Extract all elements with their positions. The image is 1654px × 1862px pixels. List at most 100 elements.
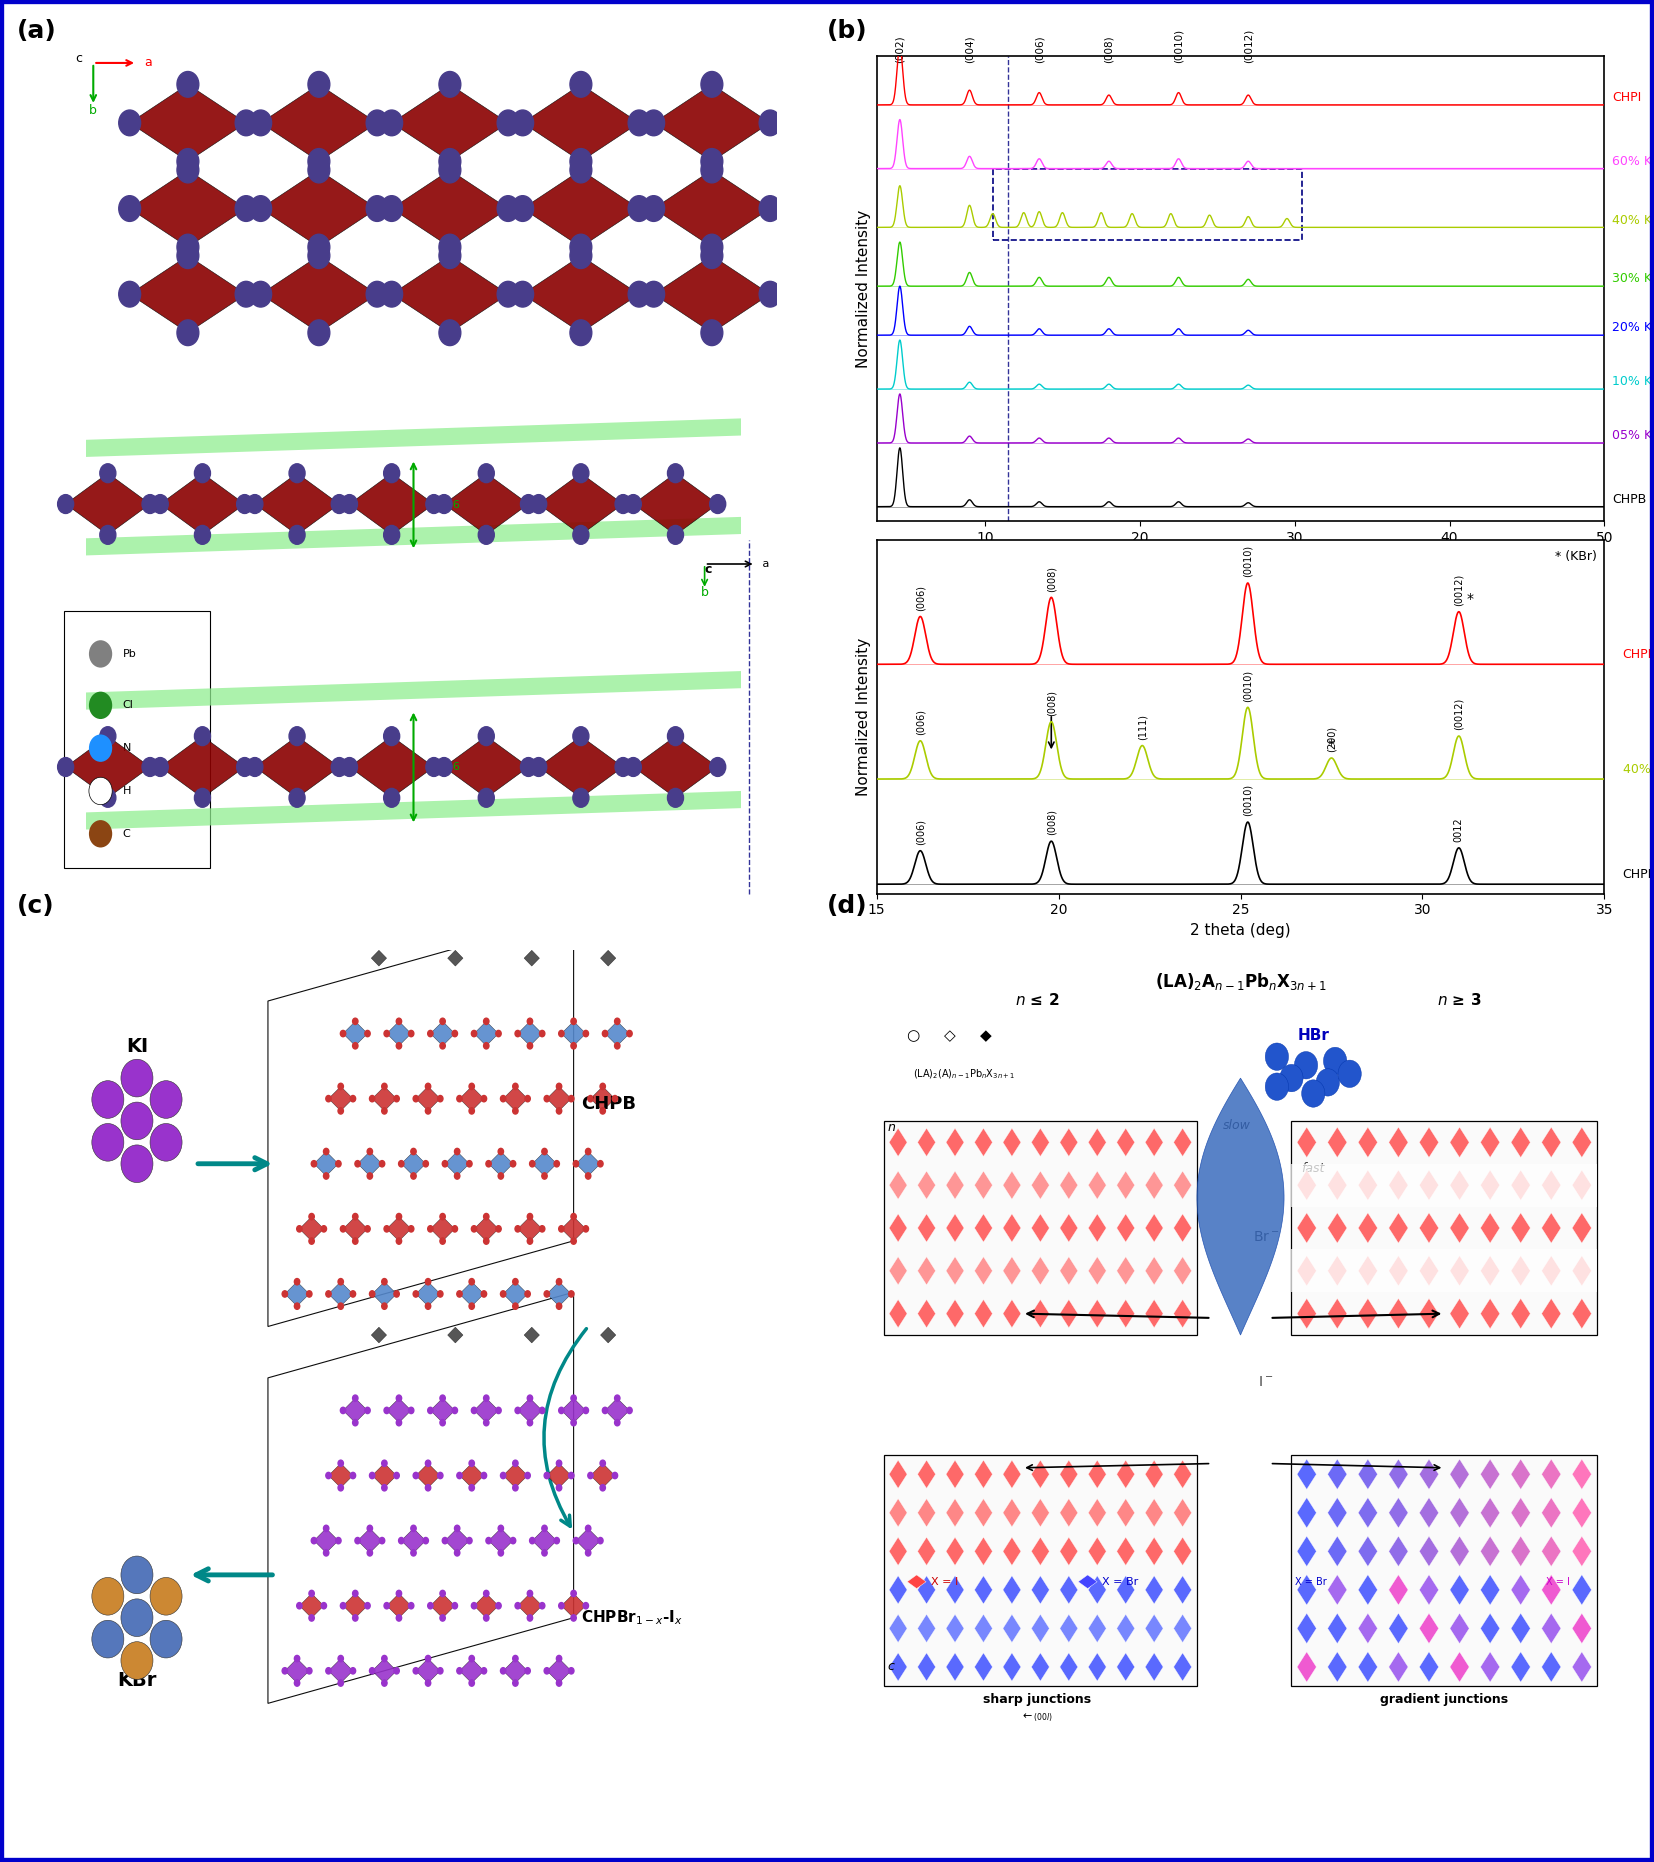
Polygon shape [539,473,624,534]
Circle shape [498,1149,503,1154]
Polygon shape [503,1281,528,1305]
Circle shape [237,495,253,514]
Circle shape [528,1419,533,1426]
Polygon shape [1060,1575,1078,1603]
Circle shape [336,1538,341,1544]
Circle shape [498,1549,503,1557]
Circle shape [177,235,198,261]
Circle shape [294,1303,299,1309]
Text: (008): (008) [1047,691,1057,715]
Polygon shape [129,169,246,248]
Circle shape [701,156,723,182]
Circle shape [544,1473,549,1478]
Circle shape [470,1655,475,1661]
Polygon shape [974,1614,992,1642]
Circle shape [478,464,495,482]
Polygon shape [1116,1128,1135,1156]
Circle shape [89,819,112,847]
Circle shape [311,1538,316,1544]
Circle shape [452,1225,458,1233]
Polygon shape [946,1300,964,1328]
Circle shape [514,1030,521,1037]
Text: (0010): (0010) [1242,670,1252,702]
Text: b: b [89,104,98,117]
Circle shape [528,1238,533,1244]
Polygon shape [605,1398,630,1423]
Polygon shape [523,255,638,333]
Circle shape [336,1160,341,1167]
Circle shape [556,1108,562,1113]
Circle shape [308,320,329,346]
Circle shape [602,1030,607,1037]
Polygon shape [1573,1169,1591,1201]
Text: $\leftarrow_{(00l)}$: $\leftarrow_{(00l)}$ [1021,1711,1054,1724]
Circle shape [351,1290,356,1298]
Text: 5.886: 5.886 [428,762,460,773]
Circle shape [643,110,665,136]
Circle shape [452,1030,458,1037]
Polygon shape [1145,1575,1163,1603]
Circle shape [710,495,726,514]
Circle shape [337,1460,344,1467]
X-axis label: 2 theta (deg): 2 theta (deg) [1191,924,1290,938]
Bar [883,1121,1197,1335]
Polygon shape [1060,1499,1078,1527]
Polygon shape [974,1499,992,1527]
Circle shape [615,1019,620,1024]
Circle shape [425,1303,430,1309]
Polygon shape [974,1171,992,1199]
Circle shape [471,1225,476,1233]
Polygon shape [918,1128,936,1156]
Circle shape [643,196,665,222]
Circle shape [121,1145,152,1182]
Polygon shape [1088,1653,1107,1681]
Polygon shape [430,1398,455,1423]
Circle shape [543,1149,547,1154]
Polygon shape [1032,1538,1049,1566]
Circle shape [352,1419,357,1426]
Polygon shape [918,1257,936,1285]
Circle shape [425,1279,430,1285]
Polygon shape [1032,1128,1049,1156]
Polygon shape [946,1171,964,1199]
Circle shape [414,1095,418,1102]
Polygon shape [1002,1214,1021,1242]
Circle shape [440,1614,445,1622]
Circle shape [629,281,650,307]
Circle shape [438,1290,443,1298]
Polygon shape [1419,1652,1439,1681]
Polygon shape [890,1128,906,1156]
Circle shape [511,110,534,136]
Circle shape [668,525,683,544]
Circle shape [529,1538,534,1544]
Text: CHPI: CHPI [1613,91,1641,104]
Circle shape [701,235,723,261]
Polygon shape [1358,1460,1378,1490]
Polygon shape [918,1653,936,1681]
Polygon shape [372,1086,397,1112]
Circle shape [600,1084,605,1089]
Polygon shape [576,1529,600,1553]
Circle shape [513,1303,518,1309]
Polygon shape [342,1022,367,1046]
Polygon shape [1088,1614,1107,1642]
Circle shape [309,1590,314,1596]
Circle shape [571,156,592,182]
Circle shape [384,464,400,482]
Polygon shape [1116,1214,1135,1242]
Polygon shape [1542,1497,1561,1529]
Circle shape [99,788,116,808]
Circle shape [341,1408,346,1413]
Circle shape [337,1484,344,1491]
Circle shape [556,1460,562,1467]
Polygon shape [946,1214,964,1242]
Circle shape [529,1160,534,1167]
Polygon shape [561,1216,586,1242]
Polygon shape [1088,1257,1107,1285]
Polygon shape [1451,1460,1469,1490]
Polygon shape [1002,1300,1021,1328]
Circle shape [471,1603,476,1609]
Circle shape [308,71,329,97]
Polygon shape [1573,1652,1591,1681]
Polygon shape [1002,1538,1021,1566]
